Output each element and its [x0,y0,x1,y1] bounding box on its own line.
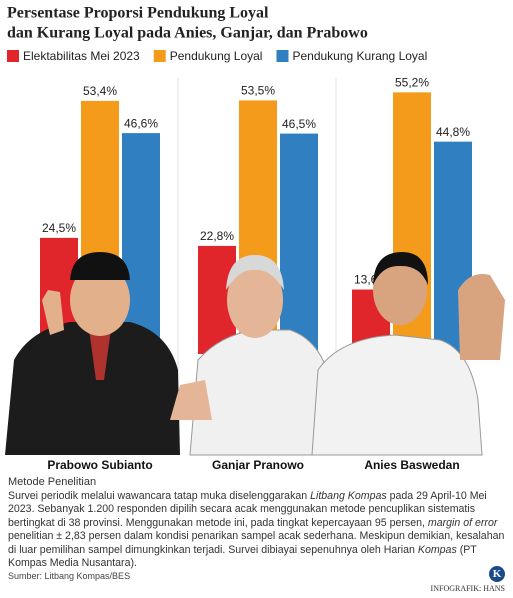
figure-body [311,334,483,456]
legend-swatch [7,50,19,62]
legend-label: Pendukung Kurang Loyal [292,49,427,63]
legend-swatch [153,50,166,62]
legend: Elektabilitas Mei 2023 Pendukung Loyal Pen… [7,49,427,63]
legend-swatch [276,50,289,62]
figure-hair [373,252,428,285]
category-label: Anies Baswedan [364,458,459,470]
figure-head [373,255,427,325]
figure-hand [458,274,505,360]
bar [122,133,160,354]
category-label: Ganjar Pranowo [212,458,304,470]
bar [280,133,318,354]
figure-hand [42,290,64,335]
logo: K [489,566,505,582]
title-line-2: dan Kurang Loyal pada Anies, Ganjar, dan… [7,25,368,42]
value-label: 55,2% [395,76,429,90]
value-label: 53,4% [83,84,117,98]
method-title: Metode Penelitian [8,476,97,488]
candidate-names: Prabowo Subianto Ganjar Pranowo Anies Basw… [47,458,459,470]
legend-label: Pendukung Loyal [170,49,263,63]
value-label: 22,8% [200,229,234,243]
figure-tie [88,322,112,380]
value-label: 44,8% [436,125,470,139]
legend-label: Elektabilitas Mei 2023 [23,49,140,63]
figures [5,252,505,456]
method-text-part: penelitian ± 2,83 persen dalam kondisi p… [8,530,505,556]
method-text: Survei periodik melalui wawancara tatap … [8,490,508,571]
method-section: Metode Penelitian Survei periodik melalu… [8,476,508,571]
figure-body [5,322,180,455]
figure-hair [226,255,284,290]
title-line-1: Persentase Proporsi Pendukung Loyal [7,5,269,22]
method-text-part: Kompas [417,543,457,556]
method-text-part: Litbang Kompas [310,489,387,502]
value-label: 46,6% [124,116,158,130]
chart: Persentase Proporsi Pendukung Loyal dan … [5,5,505,470]
value-label: 24,5% [42,221,76,235]
figure-hand [170,380,212,420]
figure-cap [70,252,130,280]
value-label: 53,5% [241,84,275,98]
figure-body [189,329,335,456]
value-label: 46,5% [282,117,316,131]
method-text-part: pada 29 April-10 Mei 2023. Sebanyak 1.20… [8,489,487,529]
source: Sumber: Litbang Kompas/BES [8,571,131,581]
method-text-part: margin of error [427,516,498,529]
method-text-part: Survei periodik melalui wawancara tatap … [8,489,311,502]
bars: 24,5%53,4%46,6%22,8%53,5%46,5%13,6%55,2%… [40,76,472,355]
method-text-part: (PT Kompas Media Nusantara). [8,543,477,570]
figure-head [70,264,130,336]
figure-head [227,262,283,338]
category-label: Prabowo Subianto [47,458,152,470]
credit: INFOGRAFIK: HANS [430,584,505,593]
